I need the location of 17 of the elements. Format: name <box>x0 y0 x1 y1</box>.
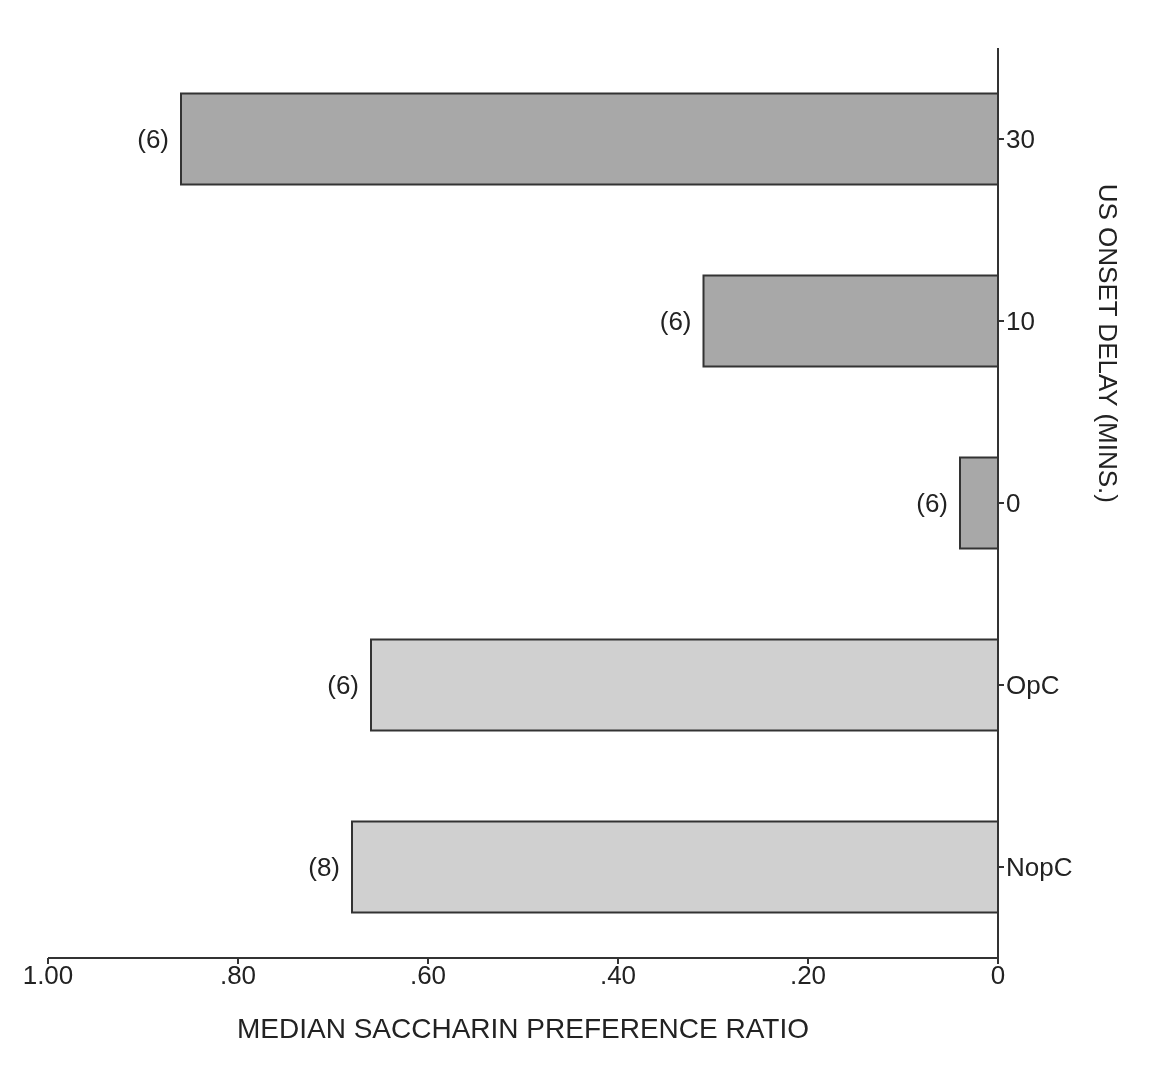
x-tick-label: .40 <box>599 960 637 991</box>
x-tick-label: 1.00 <box>22 960 74 991</box>
x-tick-label: .20 <box>789 960 827 991</box>
y-tick-label: OpC <box>1006 670 1060 701</box>
y-axis-title: US ONSET DELAY (MINS.) <box>1092 183 1123 503</box>
y-tick-label: 30 <box>1006 124 1035 155</box>
annotation: (8) <box>308 852 340 883</box>
annotation: (6) <box>916 488 948 519</box>
x-tick-label: .80 <box>219 960 257 991</box>
annotation: (6) <box>137 124 169 155</box>
y-tick-label: 10 <box>1006 306 1035 337</box>
annotation: (6) <box>659 306 692 337</box>
y-tick-label: 0 <box>1006 488 1021 519</box>
y-tick-label: NopC <box>1006 852 1073 883</box>
x-tick-label: .60 <box>409 960 447 991</box>
x-axis-title: MEDIAN SACCHARIN PREFERENCE RATIO <box>237 1013 809 1044</box>
annotation: (6) <box>327 670 359 701</box>
